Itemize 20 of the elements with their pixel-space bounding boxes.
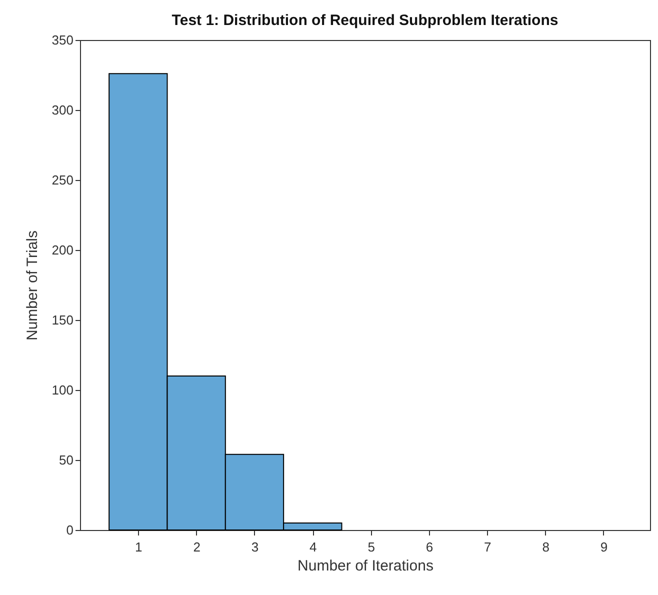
x-axis-title: Number of Iterations xyxy=(298,558,434,574)
y-tick-label: 350 xyxy=(52,32,74,48)
y-tick-label: 200 xyxy=(52,242,74,258)
x-tick-label: 2 xyxy=(193,540,200,554)
x-tick-label: 4 xyxy=(310,540,317,554)
y-tick-label: 250 xyxy=(52,172,74,188)
x-tick-label: 8 xyxy=(542,540,550,554)
chart-title: Test 1: Distribution of Required Subproblem Iterations xyxy=(172,12,558,29)
x-tick-label: 6 xyxy=(426,540,434,554)
y-tick-label: 50 xyxy=(59,452,74,468)
y-tick-label: 150 xyxy=(52,312,74,328)
y-tick-label: 100 xyxy=(52,382,74,398)
y-tick-label: 300 xyxy=(52,102,74,118)
y-tick-label: 0 xyxy=(66,522,74,538)
x-tick-label: 7 xyxy=(484,540,492,554)
x-tick-label: 9 xyxy=(600,540,608,554)
x-tick-label: 5 xyxy=(368,540,375,554)
x-tick-label: 1 xyxy=(135,540,142,554)
y-axis-title: Number of Trials xyxy=(24,230,41,341)
x-tick-label: 3 xyxy=(251,540,259,554)
